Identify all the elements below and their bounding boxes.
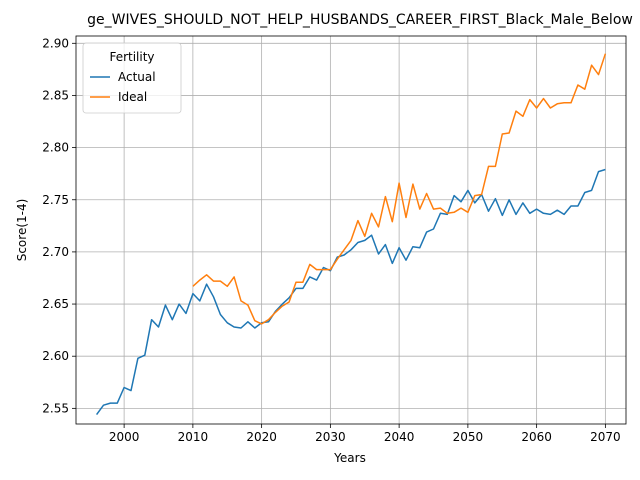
y-tick-label: 2.65 <box>42 297 69 311</box>
y-axis-label: Score(1-4) <box>15 199 29 262</box>
legend-label-actual: Actual <box>118 70 156 84</box>
y-axis-ticks: 2.55 2.60 2.65 2.70 2.75 2.80 2.85 2.90 <box>42 36 76 415</box>
y-tick-label: 2.75 <box>42 193 69 207</box>
x-tick-label: 2000 <box>109 430 140 444</box>
chart-title: ge_WIVES_SHOULD_NOT_HELP_HUSBANDS_CAREER… <box>87 12 633 28</box>
y-tick-label: 2.60 <box>42 349 69 363</box>
series-lines <box>95 53 607 416</box>
x-axis-label: Years <box>333 451 366 465</box>
y-tick-label: 2.80 <box>42 141 69 155</box>
x-tick-label: 2070 <box>590 430 621 444</box>
x-tick-label: 2010 <box>178 430 209 444</box>
y-tick-label: 2.90 <box>42 36 69 50</box>
legend-label-ideal: Ideal <box>118 90 147 104</box>
y-tick-label: 2.70 <box>42 245 69 259</box>
x-tick-label: 2050 <box>453 430 484 444</box>
x-tick-label: 2030 <box>315 430 346 444</box>
x-tick-label: 2020 <box>246 430 277 444</box>
x-axis-ticks: 2000 2010 2020 2030 2040 2050 2060 2070 <box>109 424 621 444</box>
legend-box <box>82 42 182 114</box>
x-tick-label: 2040 <box>384 430 415 444</box>
y-tick-label: 2.55 <box>42 401 69 415</box>
grid <box>76 36 626 424</box>
legend-title: Fertility <box>109 50 154 64</box>
y-tick-label: 2.85 <box>42 88 69 102</box>
x-tick-label: 2060 <box>521 430 552 444</box>
plot-frame <box>75 35 627 425</box>
legend: Fertility Actual Ideal <box>82 42 182 114</box>
